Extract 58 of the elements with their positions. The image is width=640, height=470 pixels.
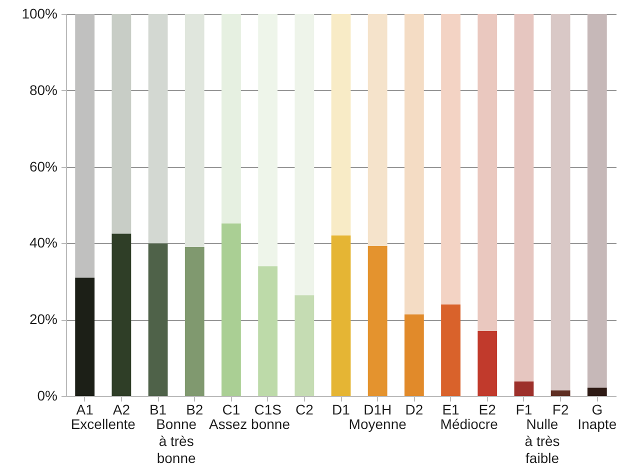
bar	[587, 388, 607, 396]
bar	[184, 247, 204, 396]
text: Moyenne	[348, 416, 407, 432]
x-tick-label: E2	[478, 402, 496, 418]
y-tick-label: 80%	[29, 82, 58, 98]
x-tick-label: G	[592, 402, 603, 418]
bar	[368, 14, 388, 246]
bar	[478, 331, 498, 396]
bar	[587, 14, 607, 388]
text: Médiocre	[440, 416, 498, 432]
y-tick-label: 0%	[37, 388, 58, 404]
text: Nulle à très faible	[524, 416, 560, 466]
bar	[441, 304, 460, 396]
y-tick-label: 100%	[22, 6, 58, 22]
x-tick-label: B1	[149, 402, 167, 418]
y-tick-label: 60%	[29, 158, 58, 174]
y-tick-label: 40%	[29, 234, 58, 251]
bar	[112, 14, 132, 234]
bar	[514, 381, 534, 396]
bar	[75, 278, 95, 396]
bar	[148, 243, 168, 396]
text: Inapte	[578, 416, 617, 432]
x-tick-label: A2	[112, 402, 130, 418]
bar	[368, 246, 388, 396]
bar	[550, 390, 570, 396]
bar	[294, 295, 314, 396]
text: Excellente	[70, 416, 136, 432]
bar	[404, 14, 424, 314]
x-tick-label: E1	[442, 402, 460, 418]
bar	[478, 14, 498, 332]
x-tick-label: C1	[222, 402, 240, 418]
x-tick-label: C2	[295, 402, 314, 418]
bar	[258, 14, 278, 266]
text: Bonne à très bonne	[156, 416, 197, 466]
text: Assez bonne	[209, 416, 290, 432]
x-tick-label: F2	[552, 402, 569, 418]
x-tick-label: D1	[332, 402, 350, 418]
bar	[331, 236, 351, 396]
bar	[294, 14, 314, 296]
bar	[222, 223, 241, 396]
x-tick-label: D1H	[364, 402, 392, 418]
x-tick-label: B2	[186, 402, 204, 418]
bar	[112, 234, 132, 396]
bar	[404, 314, 424, 396]
bar	[441, 14, 460, 304]
bar	[514, 14, 534, 382]
bar	[550, 14, 570, 390]
bar	[258, 266, 278, 396]
bar	[222, 14, 241, 224]
bar	[184, 14, 204, 248]
bar	[331, 14, 351, 236]
x-tick-label: C1S	[254, 402, 282, 418]
x-tick-label: D2	[405, 402, 424, 418]
y-tick-label: 20%	[29, 311, 58, 328]
x-tick-label: F1	[516, 402, 532, 418]
x-tick-label: A1	[76, 402, 94, 418]
bar	[75, 14, 95, 278]
bar	[148, 14, 168, 244]
